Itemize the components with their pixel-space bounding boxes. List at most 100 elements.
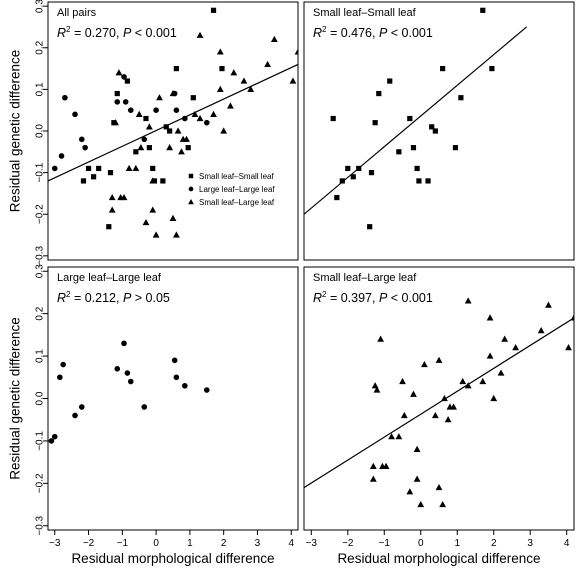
- y-axis-title: Residual genetic difference: [8, 50, 23, 213]
- x-tick-label: −2: [342, 538, 354, 549]
- y-axis-title: Residual genetic difference: [8, 317, 23, 480]
- regression-stats: R2 = 0.212, P > 0.05: [57, 290, 170, 305]
- point-square: [432, 128, 438, 134]
- point-square: [107, 170, 114, 176]
- x-axis: −3 −2 −1 0 1 2 3 4: [306, 530, 570, 549]
- y-tick-label: 0.1: [35, 82, 46, 96]
- point-circle: [124, 370, 131, 376]
- panel-4: −3 −2 −1 0 1 2 3 4 Residual morphological differ…: [303, 266, 575, 566]
- point-square: [350, 174, 356, 180]
- r2-symbol: R: [313, 26, 322, 40]
- point-circle: [114, 366, 121, 372]
- regression-stats: R2 = 0.397, P < 0.001: [313, 290, 433, 305]
- point-circle: [62, 94, 68, 101]
- y-axis: −0.3 −0.2 −0.1 0.0 0.1 0.2 0.3: [35, 264, 48, 536]
- point-square: [133, 149, 139, 155]
- series-circle: [48, 340, 210, 444]
- plot-frame: [303, 266, 575, 531]
- point-triangle: [369, 475, 377, 482]
- point-square: [150, 165, 156, 172]
- point-triangle: [149, 206, 157, 213]
- point-triangle: [149, 177, 157, 184]
- point-triangle: [169, 89, 177, 97]
- point-square: [345, 165, 351, 172]
- point-triangle: [444, 416, 452, 423]
- point-square: [146, 145, 152, 151]
- point-circle: [72, 111, 78, 118]
- point-triangle: [545, 301, 552, 308]
- point-triangle: [369, 462, 377, 469]
- point-triangle: [191, 110, 199, 117]
- point-triangle: [169, 214, 177, 221]
- r2-exponent: 2: [66, 290, 71, 299]
- p-value: < 0.001: [387, 26, 433, 40]
- point-triangle: [486, 314, 494, 321]
- legend-label: Small leaf–Large leaf: [199, 198, 275, 207]
- y-tick-label: 0.0: [35, 124, 46, 138]
- r2-symbol: R: [313, 291, 322, 305]
- point-circle: [121, 74, 127, 80]
- r2-value: = 0.397,: [326, 291, 378, 305]
- point-triangle: [501, 335, 509, 342]
- panel-title: Small leaf–Small leaf: [313, 7, 417, 19]
- point-triangle: [270, 35, 278, 43]
- point-circle: [173, 107, 180, 113]
- point-circle: [72, 412, 78, 419]
- point-square: [96, 165, 102, 172]
- point-triangle: [417, 500, 425, 508]
- point-square: [458, 95, 464, 101]
- panel-title: Large leaf–Large leaf: [57, 272, 162, 284]
- point-triangle: [395, 433, 403, 440]
- p-value: > 0.05: [131, 291, 170, 305]
- point-circle: [60, 361, 67, 368]
- point-square: [80, 178, 87, 184]
- point-triangle: [216, 85, 224, 92]
- plot-frame: [47, 266, 299, 531]
- point-triangle: [406, 488, 414, 495]
- y-tick-label: 0.1: [35, 349, 46, 363]
- point-triangle: [565, 343, 572, 351]
- point-square: [387, 78, 393, 84]
- point-triangle: [388, 433, 395, 440]
- point-circle: [51, 165, 58, 172]
- point-circle: [121, 340, 127, 347]
- data-area: [304, 297, 574, 508]
- x-tick-label: 4: [564, 538, 570, 549]
- y-tick-label: 0.0: [35, 391, 46, 405]
- point-square: [410, 145, 417, 151]
- point-square: [376, 90, 382, 97]
- point-triangle: [152, 231, 160, 238]
- point-circle: [78, 136, 85, 143]
- point-triangle: [247, 85, 255, 92]
- point-square: [367, 224, 373, 230]
- point-circle: [51, 433, 58, 440]
- y-tick-label: 0.2: [35, 306, 46, 320]
- r2-value: = 0.270,: [70, 26, 122, 40]
- x-tick-label: −3: [306, 538, 318, 549]
- point-triangle: [115, 69, 123, 76]
- point-triangle: [227, 102, 234, 109]
- point-triangle: [112, 119, 119, 126]
- point-triangle: [512, 343, 520, 351]
- point-circle: [57, 374, 63, 381]
- point-square: [160, 178, 166, 184]
- point-square: [407, 115, 413, 122]
- point-triangle: [435, 356, 443, 363]
- point-triangle: [373, 386, 381, 393]
- point-square: [167, 128, 173, 134]
- point-circle: [127, 378, 134, 385]
- p-value: < 0.001: [131, 26, 177, 40]
- point-triangle: [156, 94, 163, 101]
- legend-label: Small leaf–Small leaf: [199, 172, 274, 181]
- point-square: [106, 224, 112, 230]
- data-area: [48, 7, 298, 238]
- y-tick-label: −0.2: [35, 204, 46, 224]
- point-triangle: [294, 48, 298, 55]
- point-triangle: [413, 475, 421, 482]
- point-square: [91, 174, 97, 180]
- point-square: [334, 194, 340, 201]
- x-tick-label: −2: [83, 538, 95, 549]
- point-square: [210, 7, 217, 13]
- r2-value: = 0.212,: [70, 291, 122, 305]
- regression-line: [48, 63, 298, 182]
